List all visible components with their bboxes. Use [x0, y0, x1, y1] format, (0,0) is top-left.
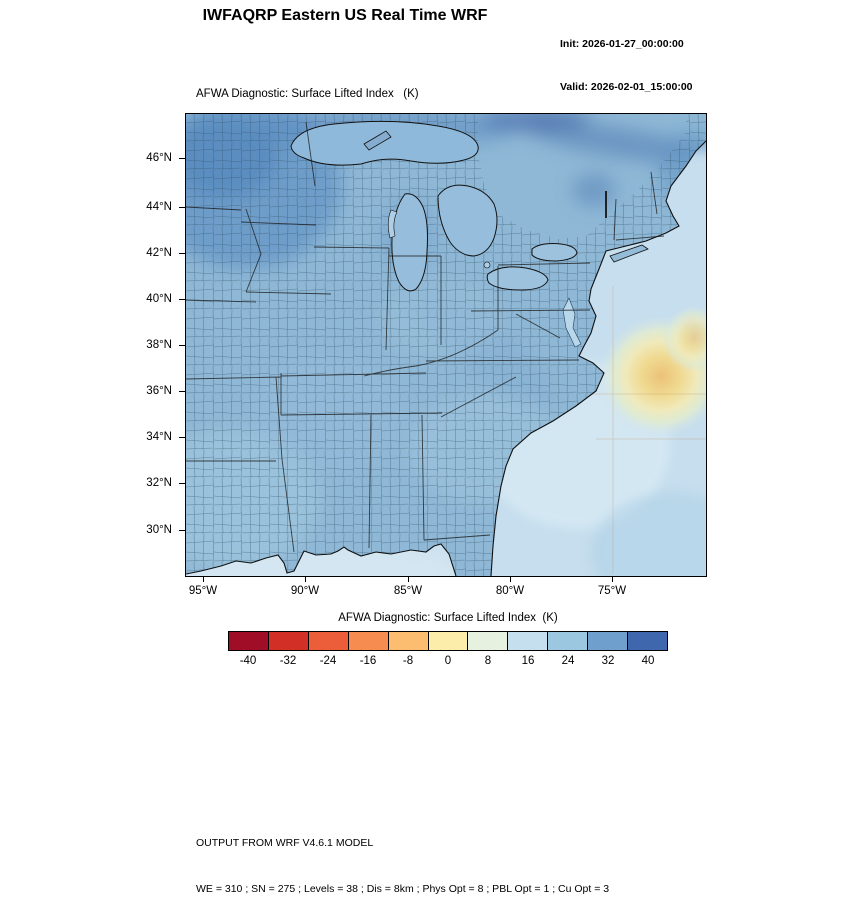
- colorbar-tick-label: -24: [319, 655, 337, 667]
- lake-erie: [486, 266, 549, 291]
- x-tick-label: 95°W: [188, 585, 218, 597]
- map-frame: [185, 113, 707, 577]
- y-tick-label: 34°N: [146, 431, 172, 443]
- colorbar-tick-label: 8: [484, 655, 492, 667]
- colorbar-tick-label: -32: [279, 655, 297, 667]
- colorbar-tick-label: -16: [359, 655, 377, 667]
- y-tick-label: 32°N: [146, 477, 172, 489]
- x-tick-label: 85°W: [393, 585, 423, 597]
- page-title: IWFAQRP Eastern US Real Time WRF: [202, 7, 488, 24]
- colorbar-cell: [628, 632, 667, 650]
- y-tick-label: 46°N: [146, 152, 172, 164]
- state-borders: [186, 121, 665, 553]
- map-title: AFWA Diagnostic: Surface Lifted Index (K…: [196, 88, 419, 100]
- lake-huron: [437, 184, 498, 257]
- colorbar-title: AFWA Diagnostic: Surface Lifted Index (K…: [338, 612, 558, 624]
- keweenaw-peninsula: [363, 130, 392, 151]
- lifted-index-map: [186, 114, 706, 576]
- y-tick-label: 36°N: [146, 385, 172, 397]
- colorbar-tick-label: 24: [561, 655, 575, 667]
- colorbar-cell: [388, 632, 429, 650]
- lake-michigan: [391, 193, 428, 292]
- great-lakes: [290, 120, 578, 292]
- footer: OUTPUT FROM WRF V4.6.1 MODEL WE = 310 ; …: [196, 806, 609, 913]
- lake-ontario: [531, 243, 578, 262]
- x-tick-label: 75°W: [597, 585, 627, 597]
- colorbar-cell: [428, 632, 469, 650]
- colorbar-cell: [308, 632, 349, 650]
- colorbar-cell: [548, 632, 589, 650]
- lifted-index-minimum-yellow-lobe: [662, 304, 706, 372]
- x-tick-label: 90°W: [290, 585, 320, 597]
- footer-model-line: OUTPUT FROM WRF V4.6.1 MODEL: [196, 837, 374, 850]
- ocean-gridlines: [586, 286, 706, 574]
- y-tick-label: 30°N: [146, 524, 172, 536]
- colorbar-tick-label: 40: [641, 655, 655, 667]
- long-island: [609, 244, 649, 263]
- colorbar-cell: [229, 632, 269, 650]
- run-times: Init: 2026-01-27_00:00:00 Valid: 2026-02…: [560, 9, 693, 108]
- y-tick-label: 42°N: [146, 247, 172, 259]
- valid-time: Valid: 2026-02-01_15:00:00: [560, 80, 693, 93]
- x-tick-label: 80°W: [495, 585, 525, 597]
- atlantic-coastline: [490, 140, 706, 576]
- colorbar-cell: [468, 632, 509, 650]
- colorbar-cell: [268, 632, 309, 650]
- colorbar-cell: [588, 632, 629, 650]
- green-bay: [387, 209, 398, 239]
- footer-config-line: WE = 310 ; SN = 275 ; Levels = 38 ; Dis …: [196, 883, 610, 896]
- colorbar-tick-label: 32: [601, 655, 615, 667]
- colorbar-tick-label: -40: [239, 655, 257, 667]
- colorbar-tick-label: 16: [521, 655, 535, 667]
- init-time: Init: 2026-01-27_00:00:00: [560, 38, 684, 51]
- colorbar-tick-label: 0: [444, 655, 452, 667]
- lake-st-clair: [483, 261, 491, 269]
- colorbar: [228, 631, 668, 651]
- y-tick-label: 38°N: [146, 339, 172, 351]
- y-tick-label: 40°N: [146, 293, 172, 305]
- y-tick-label: 44°N: [146, 201, 172, 213]
- colorbar-cell: [348, 632, 389, 650]
- colorbar-labels: -40 -32 -24 -16 -8 0 8 16 24 32 40: [228, 655, 668, 671]
- lake-superior: [290, 120, 479, 166]
- gulf-coastline: [186, 543, 457, 576]
- colorbar-cell: [508, 632, 549, 650]
- colorbar-tick-label: -8: [402, 655, 414, 667]
- wrf-plot-page: { "header": { "title": "IWFAQRP Eastern …: [146, 7, 707, 896]
